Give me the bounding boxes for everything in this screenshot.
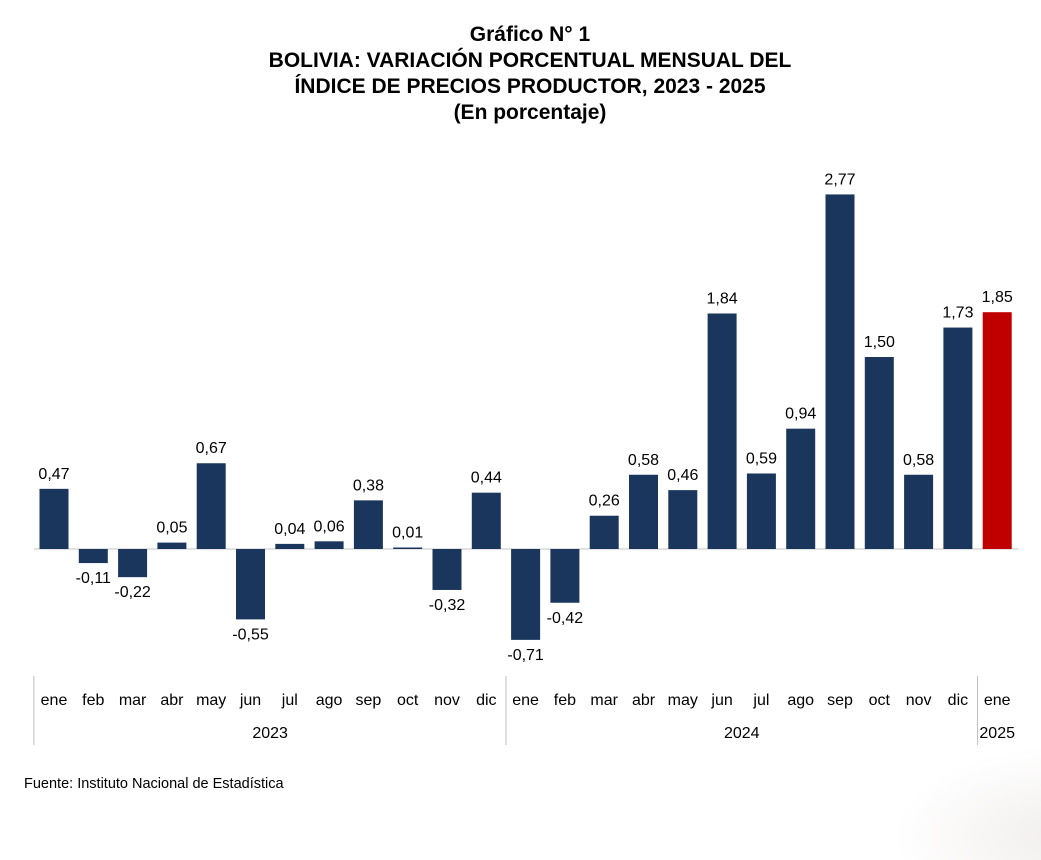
bar — [118, 549, 148, 578]
x-tick-label: nov — [906, 692, 932, 709]
year-label: 2025 — [979, 725, 1015, 742]
bar — [982, 312, 1012, 549]
data-label: -0,71 — [507, 647, 544, 664]
data-label: 0,05 — [156, 520, 187, 537]
x-tick-label: oct — [869, 692, 891, 709]
bar — [157, 542, 187, 549]
data-label: 1,85 — [982, 289, 1013, 306]
x-tick-label: ene — [41, 692, 68, 709]
bar — [668, 490, 698, 549]
data-label: 0,06 — [314, 518, 345, 535]
x-tick-label: abr — [632, 692, 656, 709]
x-tick-label: sep — [827, 692, 853, 709]
data-label: 0,04 — [274, 521, 305, 538]
data-label: 0,59 — [746, 450, 777, 467]
data-label: -0,11 — [76, 570, 111, 587]
bar-chart: 0,47 ene -0,11 feb -0,22 mar 0,05 abr 0,67 may -0,… — [33, 171, 1019, 745]
bar — [39, 488, 69, 549]
data-label: 0,94 — [785, 406, 816, 423]
bar — [314, 541, 344, 549]
x-tick-label: feb — [554, 692, 576, 709]
chart-title: Gráfico N° 1 BOLIVIA: VARIACIÓN PORCENTU… — [0, 22, 1041, 126]
data-label: 0,67 — [196, 440, 227, 457]
bar — [275, 543, 305, 549]
bar — [629, 474, 658, 549]
data-label: -0,22 — [114, 584, 151, 601]
x-tick-label: ene — [512, 692, 539, 709]
bar — [196, 463, 226, 549]
bar — [786, 428, 816, 549]
x-tick-label: jul — [752, 692, 769, 709]
x-tick-label: feb — [82, 692, 104, 709]
data-label: 2,77 — [824, 171, 855, 188]
bar — [943, 327, 973, 549]
bar — [353, 500, 383, 549]
bar — [471, 492, 501, 549]
bar — [864, 357, 894, 549]
data-label: 0,38 — [353, 477, 384, 494]
bar — [707, 313, 737, 549]
x-tick-label: dic — [476, 692, 496, 709]
data-label: 0,47 — [38, 466, 69, 483]
data-label: 1,84 — [707, 290, 738, 307]
data-label: -0,42 — [547, 610, 584, 627]
x-tick-label: ene — [984, 692, 1011, 709]
x-tick-label: sep — [356, 692, 382, 709]
bar — [746, 473, 776, 549]
x-tick-label: dic — [948, 692, 968, 709]
data-label: 0,01 — [392, 525, 423, 542]
bar — [589, 515, 619, 549]
bar — [511, 549, 541, 640]
x-tick-label: jun — [710, 692, 732, 709]
x-tick-label: may — [196, 692, 226, 709]
data-label: 1,50 — [864, 334, 895, 351]
data-label: 0,26 — [589, 493, 620, 510]
x-tick-label: nov — [434, 692, 460, 709]
x-tick-label: ago — [316, 692, 343, 709]
title-line-1: Gráfico N° 1 — [469, 23, 591, 46]
data-label: 0,58 — [903, 452, 934, 469]
bar — [393, 547, 423, 549]
source-note: Fuente: Instituto Nacional de Estadístic… — [24, 776, 284, 792]
data-label: -0,32 — [429, 597, 466, 614]
title-line-4: (En porcentaje) — [453, 101, 607, 124]
year-label: 2023 — [252, 725, 288, 742]
bar — [904, 474, 934, 549]
bar — [825, 194, 855, 549]
x-tick-label: oct — [397, 692, 419, 709]
x-tick-label: abr — [160, 692, 184, 709]
data-label: 0,58 — [628, 452, 659, 469]
bar — [78, 549, 108, 564]
data-label: 0,44 — [471, 470, 502, 487]
x-tick-label: jun — [239, 692, 261, 709]
x-tick-label: may — [668, 692, 698, 709]
x-tick-label: jul — [281, 692, 298, 709]
bar — [550, 549, 580, 603]
data-label: -0,55 — [232, 626, 269, 643]
title-line-3: ÍNDICE DE PRECIOS PRODUCTOR, 2023 - 2025 — [294, 75, 766, 98]
year-label: 2024 — [724, 725, 760, 742]
title-line-2: BOLIVIA: VARIACIÓN PORCENTUAL MENSUAL DE… — [268, 49, 792, 72]
x-tick-label: mar — [590, 692, 618, 709]
data-label: 1,73 — [942, 305, 973, 322]
bar — [432, 549, 462, 590]
x-tick-label: mar — [119, 692, 147, 709]
bar — [236, 549, 265, 620]
data-label: 0,46 — [667, 467, 698, 484]
x-tick-label: ago — [787, 692, 814, 709]
